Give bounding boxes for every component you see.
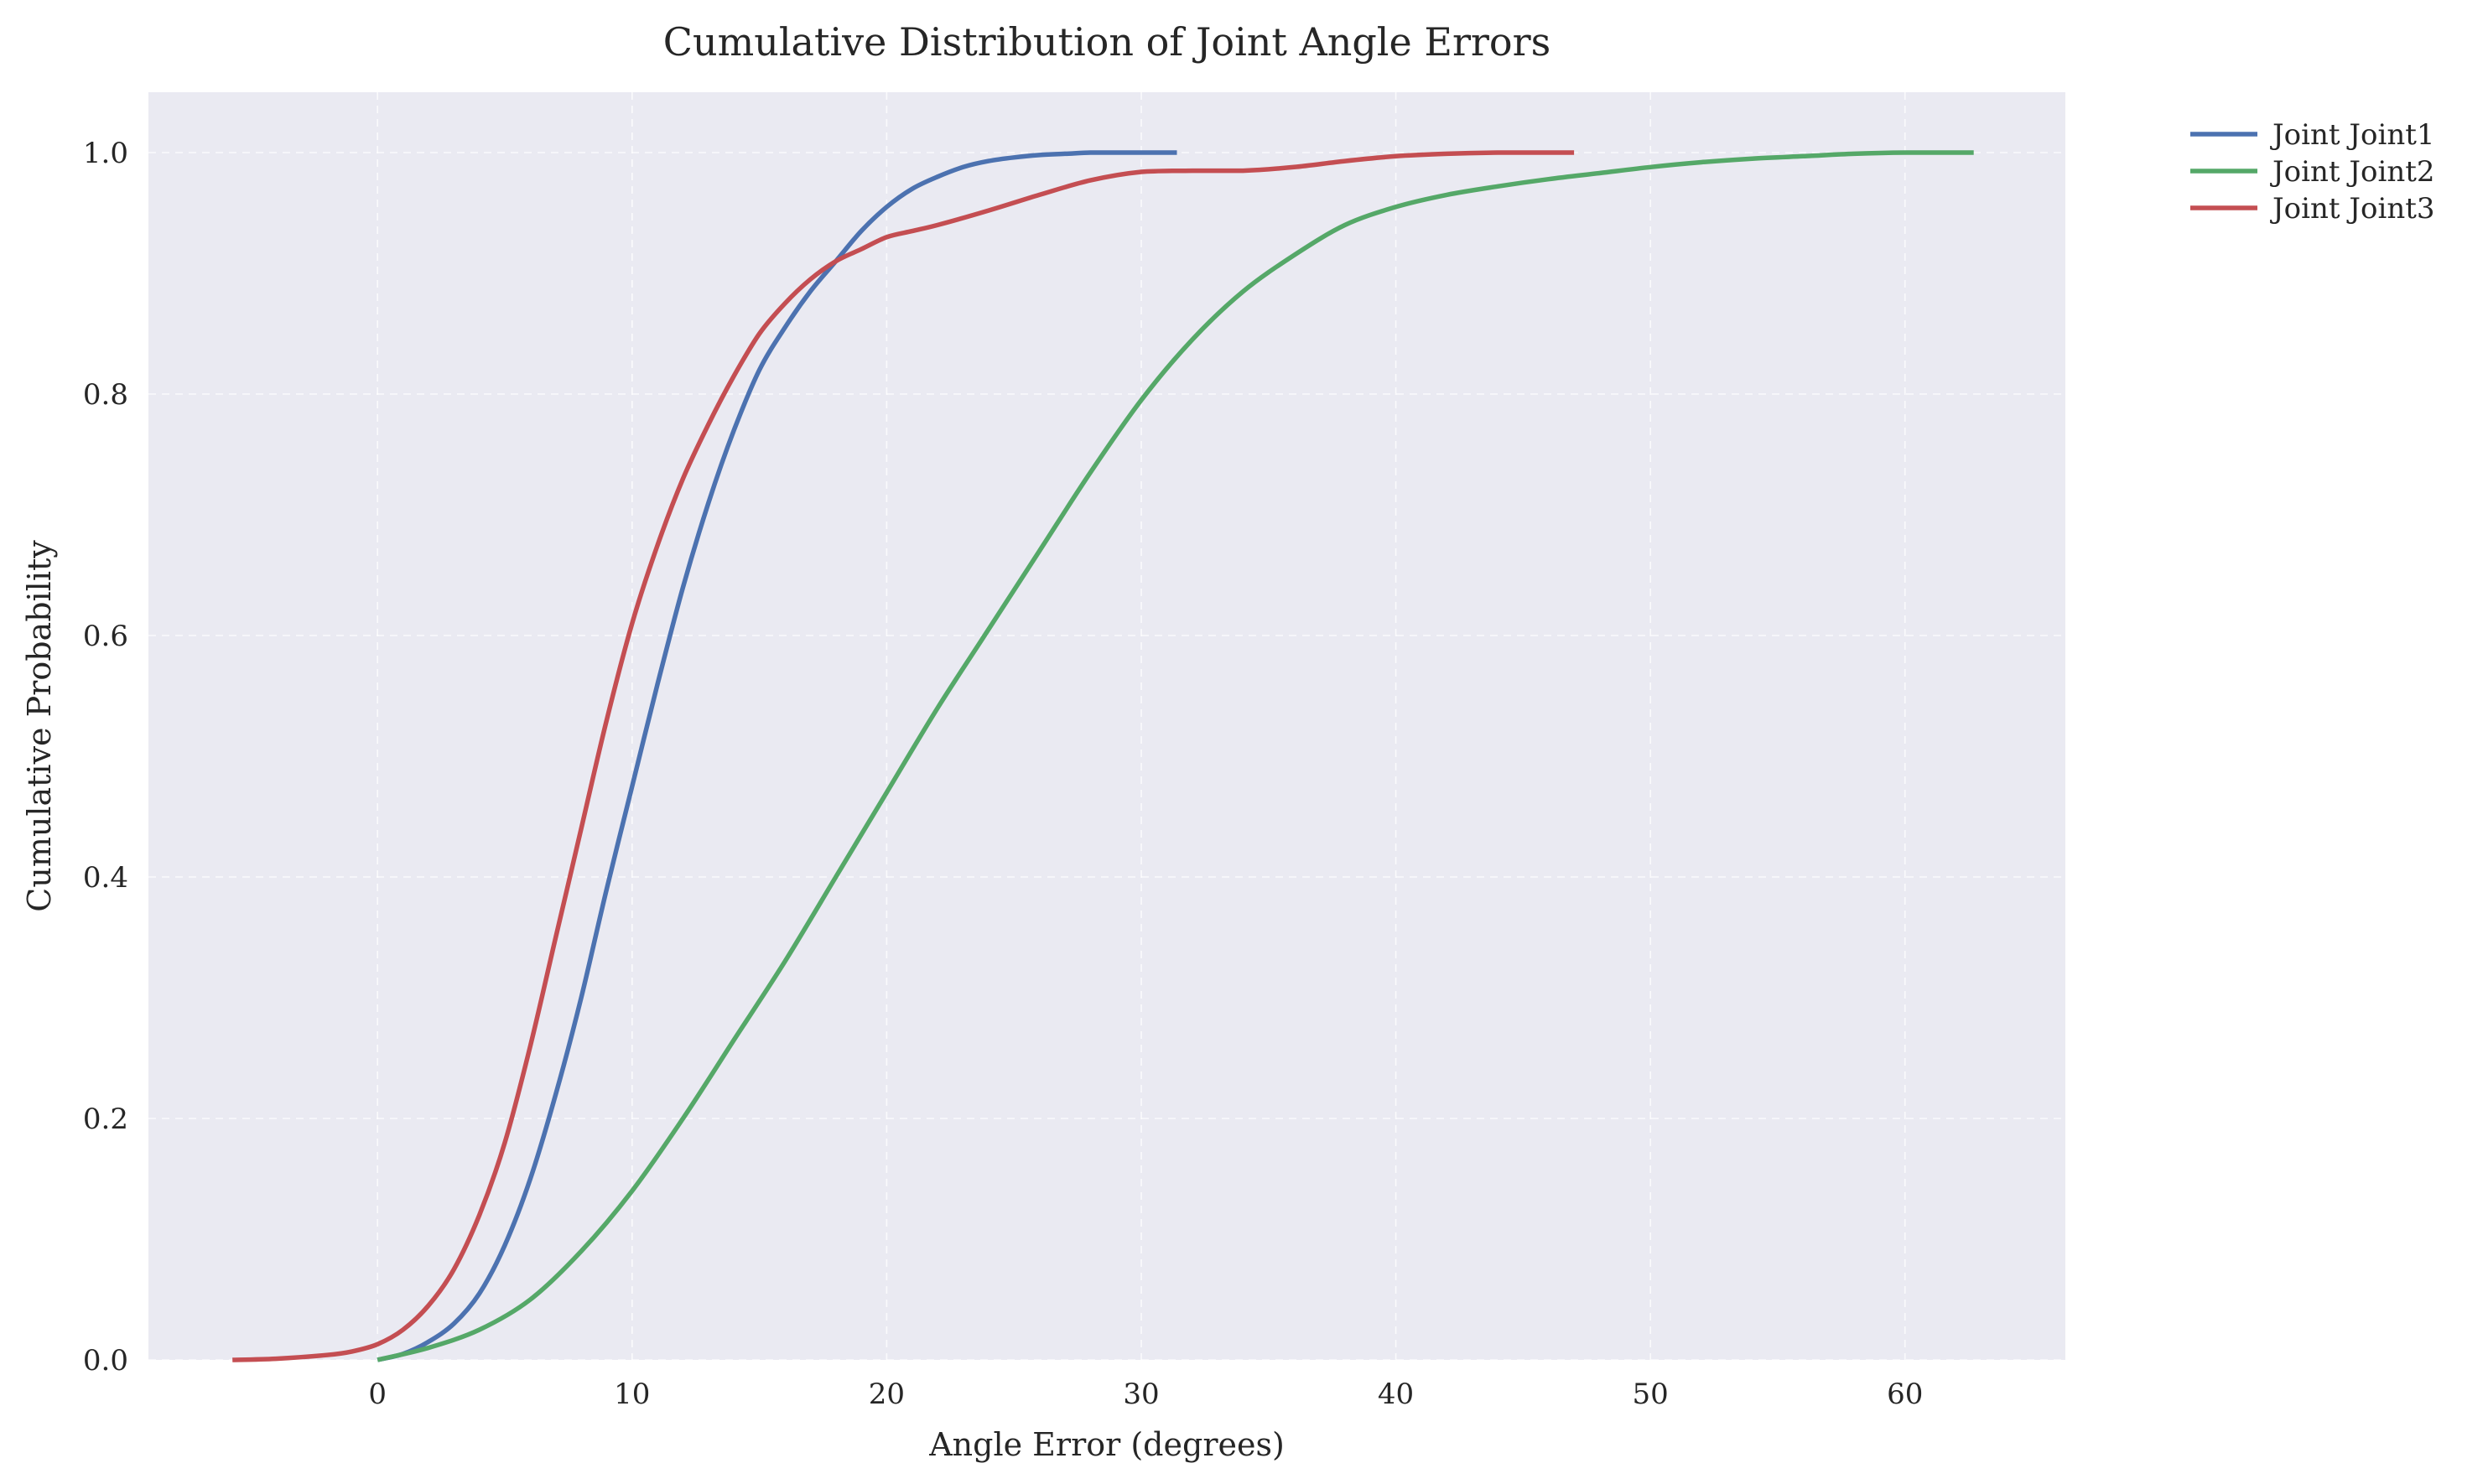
- x-tick-labels: 0 10 20 30 40 50 60: [368, 1378, 1923, 1411]
- x-tick-label: 30: [1123, 1378, 1159, 1411]
- y-tick-label: 0.4: [83, 861, 128, 895]
- y-tick-label: 0.0: [83, 1344, 128, 1378]
- x-tick-label: 10: [614, 1378, 650, 1411]
- legend-label-joint-joint1: Joint Joint1: [2270, 118, 2435, 152]
- series-line-joint-joint2: [377, 150, 1974, 1362]
- y-tick-label: 0.6: [83, 620, 128, 653]
- x-tick-label: 50: [1633, 1378, 1669, 1411]
- x-axis-label: Angle Error (degrees): [928, 1426, 1285, 1463]
- x-tick-label: 20: [869, 1378, 905, 1411]
- series-line-joint-joint3: [232, 150, 1575, 1362]
- y-tick-label: 1.0: [83, 137, 128, 170]
- grid: [148, 92, 2065, 1361]
- y-tick-label: 0.8: [83, 378, 128, 412]
- x-tick-label: 60: [1887, 1378, 1923, 1411]
- plot-area: [148, 92, 2065, 1360]
- x-tick-label: 0: [368, 1378, 387, 1411]
- series-lines: [232, 150, 1974, 1362]
- y-axis-label: Cumulative Probability: [21, 540, 58, 912]
- legend-label-joint-joint3: Joint Joint3: [2270, 192, 2435, 226]
- chart-title: Cumulative Distribution of Joint Angle E…: [663, 19, 1550, 65]
- legend-label-joint-joint2: Joint Joint2: [2270, 155, 2435, 189]
- y-tick-labels: 0.0 0.2 0.4 0.6 0.8 1.0: [83, 137, 128, 1378]
- series-line-joint-joint1: [377, 150, 1177, 1362]
- y-tick-label: 0.2: [83, 1103, 128, 1136]
- x-tick-label: 40: [1378, 1378, 1414, 1411]
